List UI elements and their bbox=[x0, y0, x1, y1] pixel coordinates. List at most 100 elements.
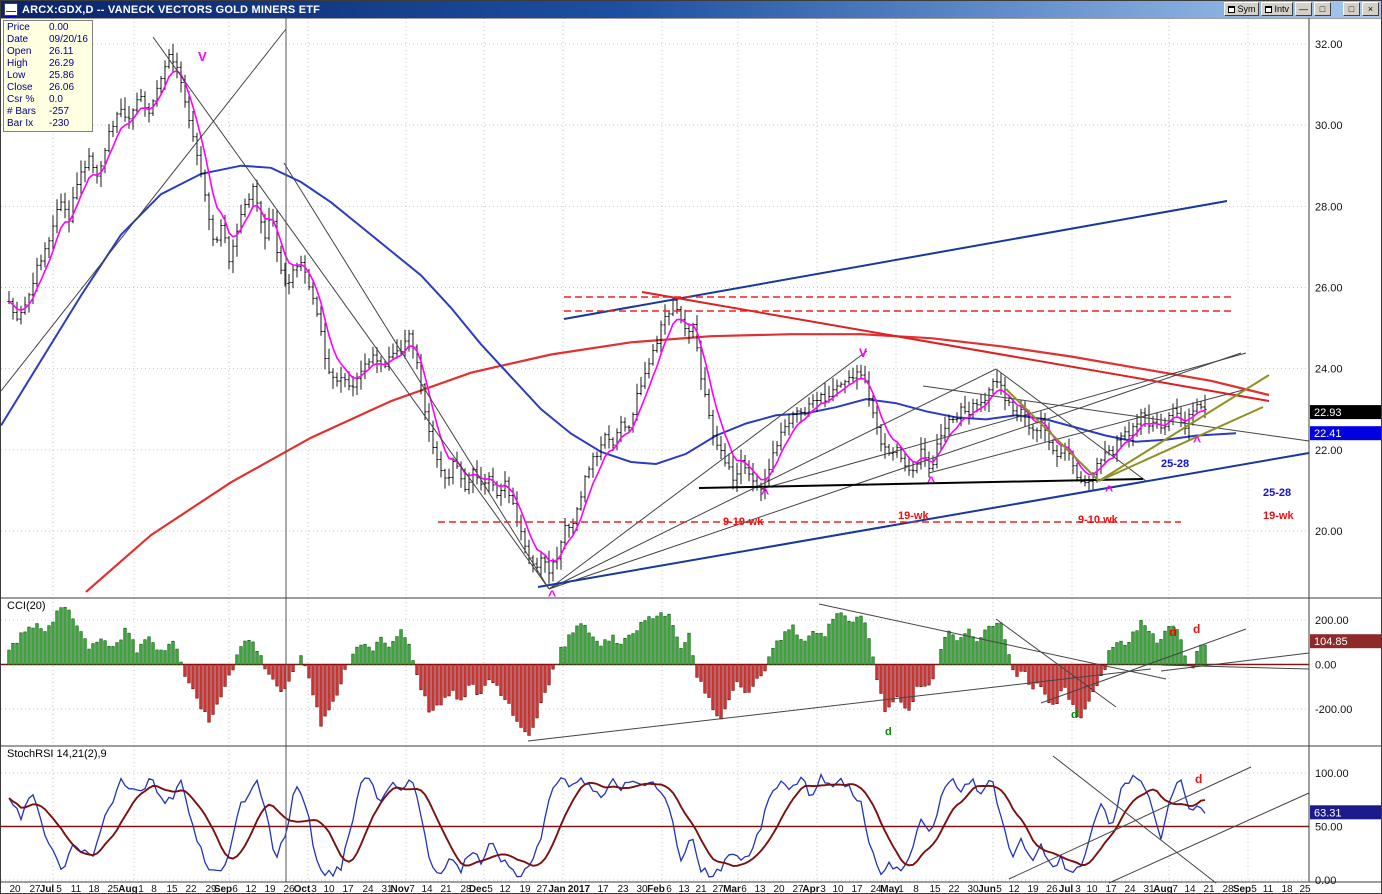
data-row: Price 0.00 bbox=[7, 22, 69, 33]
svg-text:18: 18 bbox=[88, 884, 100, 894]
cci-histogram-positive bbox=[7, 607, 1207, 665]
svg-text:0.00: 0.00 bbox=[1315, 875, 1336, 887]
svg-text:12: 12 bbox=[1008, 884, 1020, 894]
svg-text:1: 1 bbox=[898, 884, 904, 894]
svg-text:5: 5 bbox=[487, 884, 493, 894]
svg-text:20: 20 bbox=[773, 884, 785, 894]
svg-text:12: 12 bbox=[499, 884, 511, 894]
svg-text:15: 15 bbox=[166, 884, 178, 894]
svg-text:19: 19 bbox=[1027, 884, 1039, 894]
svg-text:d: d bbox=[1193, 622, 1200, 636]
data-row: Low 25.86 bbox=[7, 70, 75, 81]
svg-text:^: ^ bbox=[548, 587, 556, 603]
stoch-k-line bbox=[8, 772, 1206, 878]
close-button[interactable]: × bbox=[1362, 2, 1379, 16]
minimize-button[interactable]: — bbox=[1295, 2, 1312, 16]
svg-text:Aug: Aug bbox=[118, 884, 137, 894]
svg-text:6: 6 bbox=[232, 884, 238, 894]
svg-text:31: 31 bbox=[381, 884, 393, 894]
svg-text:8: 8 bbox=[151, 884, 157, 894]
app-icon bbox=[4, 3, 18, 17]
svg-text:23: 23 bbox=[617, 884, 629, 894]
svg-text:6: 6 bbox=[666, 884, 672, 894]
svg-text:21: 21 bbox=[695, 884, 707, 894]
svg-text:31: 31 bbox=[1143, 884, 1155, 894]
svg-text:10: 10 bbox=[832, 884, 844, 894]
svg-text:2017: 2017 bbox=[568, 884, 591, 894]
cci-histogram-negative bbox=[183, 664, 1195, 736]
svg-text:Oct: Oct bbox=[294, 884, 311, 894]
svg-text:30: 30 bbox=[636, 884, 648, 894]
data-row: Bar Ix -230 bbox=[7, 118, 70, 129]
svg-text:Jul: Jul bbox=[1059, 884, 1074, 894]
svg-text:14: 14 bbox=[1184, 884, 1196, 894]
svg-text:20.00: 20.00 bbox=[1315, 526, 1343, 538]
svg-text:14: 14 bbox=[421, 884, 433, 894]
intv-button[interactable]: Intv bbox=[1261, 2, 1293, 16]
svg-text:V: V bbox=[198, 49, 207, 64]
svg-text:7: 7 bbox=[409, 884, 415, 894]
maximize-button[interactable]: □ bbox=[1314, 2, 1331, 16]
y-axis-labels: 32.00 30.00 28.00 26.00 24.00 22.00 20.00 200.0… bbox=[1315, 39, 1352, 887]
ma-value-tag: 22.41 bbox=[1310, 426, 1381, 441]
ma-fast-line bbox=[8, 69, 1206, 562]
svg-text:50.00: 50.00 bbox=[1315, 822, 1343, 834]
svg-text:19: 19 bbox=[264, 884, 276, 894]
svg-text:200.00: 200.00 bbox=[1315, 615, 1349, 627]
svg-text:19-wk: 19-wk bbox=[1263, 510, 1294, 522]
svg-text:27: 27 bbox=[712, 884, 724, 894]
ma-slow-line bbox=[85, 333, 1270, 593]
data-row: Open 26.11 bbox=[7, 46, 74, 57]
svg-text:3: 3 bbox=[820, 884, 826, 894]
svg-text:Nov: Nov bbox=[391, 884, 410, 894]
data-row: High 26.29 bbox=[7, 58, 75, 69]
data-row: Date 09/20/16 bbox=[7, 34, 88, 45]
svg-text:100.00: 100.00 bbox=[1315, 768, 1349, 780]
stoch-panel-label: StochRSI 14,21(2),9 bbox=[7, 748, 107, 760]
svg-text:32.00: 32.00 bbox=[1315, 39, 1343, 51]
window-mini-icon bbox=[1228, 5, 1236, 13]
svg-text:Jan: Jan bbox=[548, 884, 565, 894]
svg-text:10: 10 bbox=[1086, 884, 1098, 894]
panel-frame bbox=[1, 17, 1381, 883]
data-row: Close 26.06 bbox=[7, 82, 75, 93]
svg-text:28: 28 bbox=[460, 884, 472, 894]
svg-text:15: 15 bbox=[929, 884, 941, 894]
svg-text:26: 26 bbox=[1046, 884, 1058, 894]
svg-text:21: 21 bbox=[1203, 884, 1215, 894]
svg-text:27: 27 bbox=[29, 884, 41, 894]
svg-text:27: 27 bbox=[792, 884, 804, 894]
window-title: ARCX:GDX,D -- VANECK VECTORS GOLD MINERS… bbox=[22, 3, 321, 16]
svg-text:25-28: 25-28 bbox=[1161, 458, 1189, 470]
svg-text:28.00: 28.00 bbox=[1315, 201, 1343, 213]
price-support-dashed-lines bbox=[438, 296, 1233, 523]
stoch-d-line bbox=[8, 781, 1206, 867]
svg-text:30: 30 bbox=[967, 884, 979, 894]
cci-value-tag: 104.85 bbox=[1310, 634, 1381, 649]
svg-text:Mar: Mar bbox=[723, 884, 741, 894]
cci-annotations: d d d d bbox=[885, 622, 1200, 738]
svg-text:Sep: Sep bbox=[1233, 884, 1251, 894]
svg-text:6: 6 bbox=[741, 884, 747, 894]
svg-text:Dec: Dec bbox=[469, 884, 488, 894]
price-trendline-black bbox=[698, 478, 1144, 489]
svg-text:22.41: 22.41 bbox=[1314, 428, 1342, 440]
restore-button[interactable]: □ bbox=[1343, 2, 1360, 16]
svg-text:Jul: Jul bbox=[40, 884, 55, 894]
svg-text:17: 17 bbox=[1105, 884, 1117, 894]
svg-text:^: ^ bbox=[1105, 482, 1113, 498]
svg-text:26: 26 bbox=[283, 884, 295, 894]
svg-text:Aug: Aug bbox=[1153, 884, 1172, 894]
svg-text:30.00: 30.00 bbox=[1315, 120, 1343, 132]
svg-text:19: 19 bbox=[519, 884, 531, 894]
titlebar[interactable]: ARCX:GDX,D -- VANECK VECTORS GOLD MINERS… bbox=[1, 1, 1381, 18]
cci-trendlines bbox=[527, 603, 1310, 742]
svg-text:11: 11 bbox=[1263, 884, 1274, 894]
svg-text:5: 5 bbox=[56, 884, 62, 894]
svg-text:V: V bbox=[859, 346, 867, 360]
sym-button[interactable]: Sym bbox=[1224, 2, 1260, 16]
svg-text:13: 13 bbox=[754, 884, 766, 894]
svg-text:17: 17 bbox=[851, 884, 863, 894]
